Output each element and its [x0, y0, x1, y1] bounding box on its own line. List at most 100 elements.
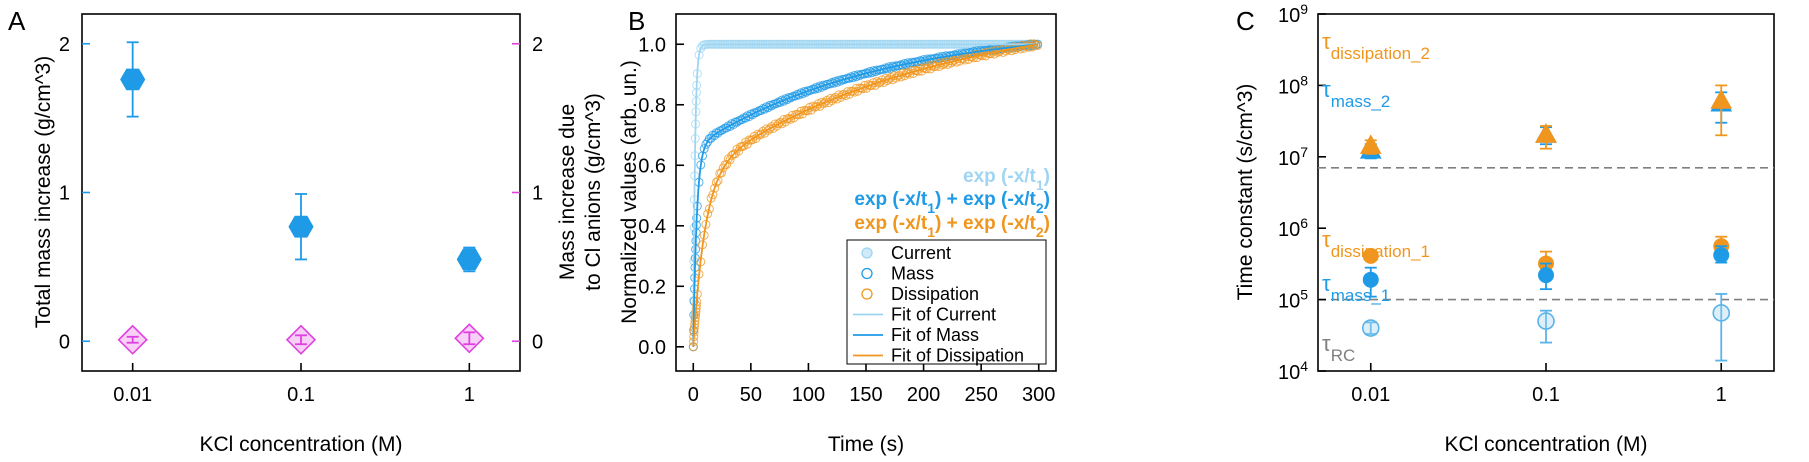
- chart-c-ytick-label-4: 108: [1278, 72, 1308, 98]
- chart-c-ytick-label-2: 106: [1278, 215, 1308, 241]
- panel-label-a: A: [8, 6, 26, 36]
- chart-a-s1-point-2: [454, 323, 485, 354]
- chart-c-ytick-exponent: 8: [1300, 72, 1308, 88]
- chart-b-ytick-label-3: 0.6: [638, 155, 666, 177]
- chart-c-xtick-label-2: 1: [1716, 384, 1727, 406]
- chart-b-dissipation-point-129: [893, 71, 903, 81]
- chart-b-equation-2-part: 2: [1036, 224, 1044, 240]
- chart-c-ytick-exponent: 6: [1300, 215, 1308, 231]
- chart-b-xtick-label-2: 100: [792, 384, 825, 406]
- chart-c-annotation-0: τdissipation_2: [1322, 29, 1430, 63]
- chart-b-legend-label-1: Mass: [891, 264, 934, 284]
- chart-b-ytick-label-5: 1.0: [638, 34, 666, 56]
- chart-b-xtick-label-5: 250: [964, 384, 997, 406]
- chart-b-dissipation-point-31: [723, 154, 733, 164]
- chart-c-ytick-exponent: 4: [1300, 358, 1308, 374]
- chart-c-ytick-base: 10: [1278, 76, 1300, 98]
- chart-a-y2tick-label-1: 1: [532, 183, 543, 205]
- chart-b-equation-1-part: ) + exp (-x/t: [935, 189, 1036, 210]
- chart-b-equation-2-part: ): [1044, 213, 1050, 234]
- chart-b-equation-2: exp (-x/t1) + exp (-x/t2): [854, 213, 1050, 240]
- chart-c-ytick-label-3: 107: [1278, 144, 1308, 170]
- chart-c-xtick-label-1: 0.1: [1532, 384, 1560, 406]
- chart-b-xlabel: Time (s): [828, 433, 904, 456]
- chart-c-s3-point-1: [1538, 267, 1554, 284]
- chart-b-mass-point-17: [699, 144, 709, 154]
- chart-b-dissipation-point-37: [734, 146, 744, 156]
- chart-b-legend-symbol-1: [861, 267, 873, 280]
- chart-b-legend-symbol-2: [861, 288, 873, 300]
- chart-b-dissipation-point-30: [722, 159, 732, 169]
- chart-b-mass-point-59: [772, 98, 782, 108]
- chart-c-annotation-4: τRC: [1322, 331, 1355, 365]
- chart-a: 0.01 0.1 1 0 1 2 0 1 2 KCl concentration (M) Tot…: [32, 13, 605, 456]
- chart-c-annotation-subscript: dissipation_2: [1331, 44, 1430, 63]
- chart-c-annotation-subscript: dissipation_1: [1331, 242, 1430, 261]
- chart-c-s4-point-1: [1537, 312, 1555, 330]
- chart-c-ytick-base: 10: [1278, 5, 1300, 27]
- chart-c-s1-point-0: [1359, 134, 1382, 154]
- chart-c-annotation-symbol: τ: [1322, 29, 1331, 54]
- chart-c-ytick-label-1: 105: [1278, 287, 1308, 313]
- chart-b-ylabel: Normalized values (arb. un.): [618, 60, 641, 324]
- chart-b-equation-1-part: 1: [927, 200, 935, 216]
- chart-b-equation-2-part: 1: [927, 224, 935, 240]
- chart-a-ytick-label-0: 0: [59, 331, 70, 353]
- chart-b-equation-2-part: ) + exp (-x/t: [935, 213, 1036, 234]
- chart-b-dissipation-point-97: [837, 90, 847, 100]
- chart-b-dissipation-point-22: [708, 190, 718, 200]
- chart-c-s1-point-1: [1535, 123, 1557, 143]
- chart-a-y2tick-label-2: 2: [532, 34, 543, 56]
- chart-b-equation-0-part: exp (-x/t: [963, 166, 1037, 187]
- chart-c-ytick-exponent: 9: [1300, 1, 1308, 17]
- chart-c-s2-point-0: [1362, 247, 1379, 264]
- chart-b-equation-0-part: ): [1044, 166, 1050, 187]
- chart-c-s4-point-2: [1712, 304, 1731, 322]
- chart-b-xtick-label-3: 150: [849, 384, 882, 406]
- chart-b-legend-label-5: Fit of Dissipation: [891, 346, 1024, 366]
- chart-c-s3-point-2: [1713, 247, 1730, 264]
- panel-label-c: C: [1236, 6, 1255, 36]
- chart-c-annotation-1: τmass_2: [1322, 77, 1390, 111]
- chart-b: 0 50 100 150 200 250 300 0.0 0.2 0.4 0.6 0.8 1.0 exp…: [618, 13, 1057, 456]
- chart-c-s3-point-0: [1362, 271, 1379, 288]
- chart-c-s1-point-2: [1710, 89, 1733, 109]
- chart-c-ytick-base: 10: [1278, 291, 1300, 313]
- chart-b-equation-1: exp (-x/t1) + exp (-x/t2): [854, 189, 1050, 216]
- chart-c-ytick-exponent: 7: [1300, 144, 1308, 160]
- chart-a-y2tick-label-0: 0: [532, 331, 543, 353]
- chart-b-legend-box: [846, 239, 1047, 365]
- chart-b-legend-label-0: Current: [891, 243, 951, 263]
- chart-b-ytick-label-4: 0.8: [638, 95, 666, 117]
- chart-b-dissipation-point-24: [711, 177, 721, 187]
- chart-a-xtick-label-2: 1: [464, 384, 475, 406]
- chart-b-equation-1-part: exp (-x/t: [854, 189, 928, 210]
- chart-c-ytick-base: 10: [1278, 219, 1300, 241]
- chart-a-y2label-2: to Cl anions (g/cm^3): [582, 93, 605, 291]
- chart-c-s4-point-0: [1361, 319, 1380, 337]
- chart-b-legend-label-3: Fit of Current: [891, 305, 996, 325]
- chart-a-s1-point-0: [117, 324, 148, 355]
- chart-c-ytick-label-5: 109: [1278, 1, 1308, 27]
- chart-a-xlabel: KCl concentration (M): [199, 433, 402, 456]
- chart-c-ytick-label-0: 104: [1278, 358, 1308, 384]
- chart-a-s0-point-1: [288, 215, 314, 238]
- chart-a-ytick-label-1: 1: [59, 183, 70, 205]
- chart-a-xtick-label-1: 0.1: [287, 384, 315, 406]
- chart-b-legend-symbol-0: [861, 247, 873, 259]
- chart-c-ytick-base: 10: [1278, 148, 1300, 170]
- chart-a-xtick-label-0: 0.01: [113, 384, 152, 406]
- chart-c-annotation-symbol: τ: [1322, 227, 1331, 252]
- chart-c-xtick-label-0: 0.01: [1351, 384, 1390, 406]
- chart-b-legend-label-4: Fit of Mass: [891, 325, 979, 345]
- chart-c-annotation-subscript: mass_2: [1331, 92, 1391, 111]
- chart-b-xtick-label-0: 0: [688, 384, 699, 406]
- chart-a-y2label-1: Mass increase due: [556, 104, 579, 280]
- chart-b-mass-point-70: [791, 91, 801, 101]
- chart-a-ylabel: Total mass increase (g/cm^3): [32, 56, 55, 328]
- chart-b-xtick-label-1: 50: [740, 384, 762, 406]
- chart-b-legend-label-2: Dissipation: [891, 284, 979, 304]
- chart-b-mass-point-79: [806, 85, 816, 95]
